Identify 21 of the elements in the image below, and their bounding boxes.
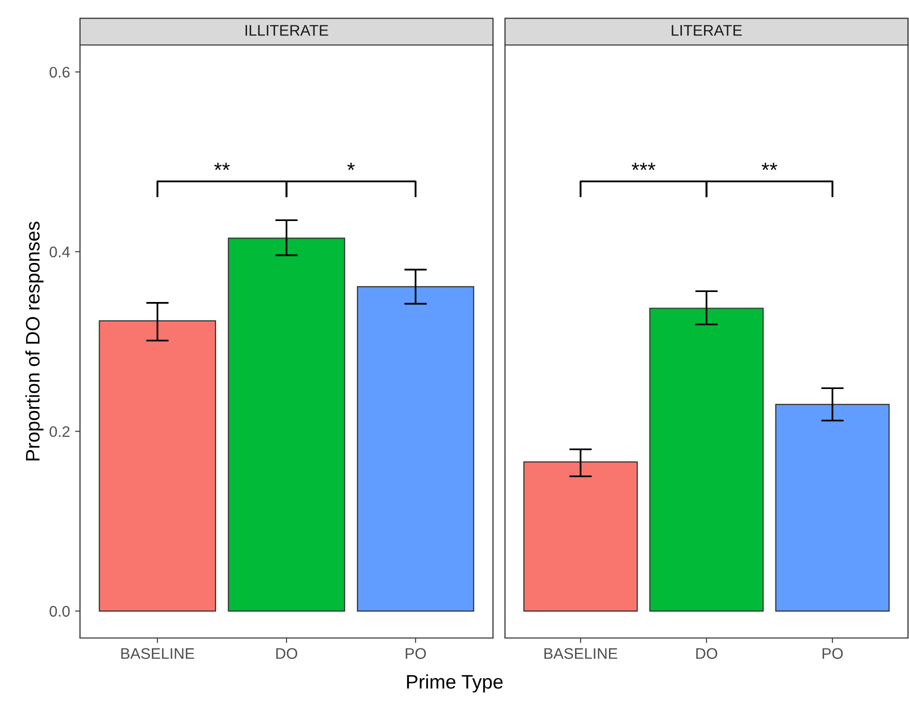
y-tick-label: 0.4 xyxy=(50,246,70,258)
y-tick-label: 0.6 xyxy=(50,66,70,78)
x-tick-label: PO xyxy=(822,648,843,659)
x-tick-label: DO xyxy=(276,648,298,659)
bar xyxy=(98,320,216,612)
y-tick-label: 0.0 xyxy=(50,606,70,617)
x-tick-label: BASELINE xyxy=(121,648,194,659)
chart-title: LITERATE xyxy=(672,25,742,36)
annotation: * xyxy=(347,162,355,170)
x-axis-title: Prime Type xyxy=(407,674,503,693)
bar xyxy=(228,238,346,612)
y-axis-title: Proportion of DO responses xyxy=(25,222,44,460)
annotation: ** xyxy=(762,162,778,170)
x-tick-label: BASELINE xyxy=(544,648,618,659)
annotation: ** xyxy=(214,162,230,170)
chart-title: ILLITERATE xyxy=(246,25,328,36)
x-tick-label: DO xyxy=(696,648,718,659)
y-tick-label: 0.2 xyxy=(50,426,70,438)
annotation: *** xyxy=(632,162,656,170)
bar xyxy=(356,286,474,612)
x-tick-label: PO xyxy=(406,648,426,659)
